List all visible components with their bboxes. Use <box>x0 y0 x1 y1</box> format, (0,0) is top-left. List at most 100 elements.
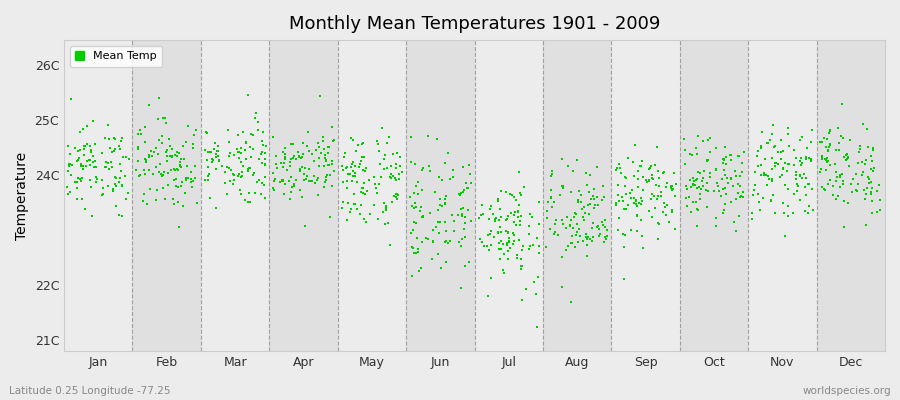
Point <box>796 175 810 181</box>
Point <box>823 126 837 133</box>
Point <box>185 184 200 190</box>
Point <box>595 219 609 226</box>
Point <box>302 177 316 184</box>
Point <box>308 180 322 186</box>
Point <box>165 152 179 159</box>
Point <box>170 148 184 155</box>
Point <box>865 184 879 191</box>
Point <box>234 173 248 180</box>
Point <box>446 174 460 180</box>
Point <box>280 167 294 173</box>
Point <box>102 166 116 172</box>
Point <box>770 149 785 156</box>
Point <box>718 191 733 197</box>
Point <box>688 144 703 151</box>
Point <box>107 148 122 154</box>
Point <box>730 153 744 159</box>
Point <box>826 192 841 198</box>
Text: worldspecies.org: worldspecies.org <box>803 386 891 396</box>
Point <box>185 144 200 151</box>
Point <box>212 156 226 163</box>
Point <box>199 128 213 135</box>
Point <box>176 203 190 210</box>
Point <box>507 232 521 238</box>
Point <box>855 159 869 166</box>
Point <box>443 176 457 182</box>
Point <box>733 193 747 200</box>
Point <box>500 229 515 236</box>
Point <box>415 239 429 246</box>
Point <box>407 219 421 225</box>
Point <box>701 157 716 163</box>
Point <box>389 191 403 197</box>
Point <box>798 192 813 198</box>
Point <box>247 146 261 152</box>
Point <box>512 202 526 208</box>
Point <box>76 162 90 169</box>
Point <box>210 148 224 154</box>
Point <box>86 118 100 124</box>
Point <box>590 223 605 229</box>
Point <box>616 230 630 237</box>
Point <box>339 164 354 170</box>
Point <box>319 174 333 180</box>
Point <box>506 230 520 236</box>
Point <box>690 207 705 214</box>
Point <box>617 183 632 189</box>
Point <box>685 152 699 158</box>
Point <box>619 190 634 197</box>
Point <box>501 238 516 245</box>
Point <box>220 126 235 133</box>
Point <box>201 164 215 170</box>
Point <box>781 125 796 132</box>
Point <box>206 146 220 152</box>
Point <box>438 193 453 200</box>
Point <box>166 195 180 202</box>
Point <box>88 158 103 164</box>
Point <box>179 177 194 184</box>
Point <box>522 231 536 237</box>
Point <box>753 172 768 178</box>
Point <box>227 177 241 183</box>
Point <box>500 248 515 254</box>
Point <box>276 149 291 156</box>
Point <box>79 122 94 129</box>
Point <box>420 133 435 139</box>
Point <box>530 324 544 330</box>
Point <box>374 174 388 180</box>
Point <box>433 202 447 208</box>
Point <box>778 182 792 188</box>
Point <box>167 151 182 158</box>
Point <box>873 207 887 213</box>
Point <box>76 146 91 152</box>
Point <box>188 163 202 170</box>
Point <box>436 177 450 183</box>
Point <box>325 158 339 164</box>
Point <box>508 212 522 218</box>
Point <box>526 241 540 248</box>
Point <box>480 242 494 249</box>
Point <box>79 163 94 169</box>
Point <box>346 161 360 168</box>
Point <box>729 173 743 179</box>
Point <box>340 185 355 192</box>
Point <box>621 202 635 208</box>
Point <box>554 284 569 290</box>
Point <box>546 231 561 238</box>
Point <box>692 183 706 190</box>
Point <box>108 146 122 152</box>
Point <box>773 149 788 156</box>
Point <box>64 96 78 102</box>
Point <box>727 219 742 225</box>
Point <box>101 160 115 166</box>
Point <box>643 166 657 172</box>
Point <box>650 144 664 150</box>
Point <box>324 183 338 190</box>
Point <box>384 171 399 177</box>
Point <box>454 285 469 291</box>
Point <box>703 149 717 156</box>
Point <box>150 116 165 122</box>
Point <box>405 203 419 209</box>
Point <box>488 218 502 224</box>
Point <box>833 172 848 178</box>
